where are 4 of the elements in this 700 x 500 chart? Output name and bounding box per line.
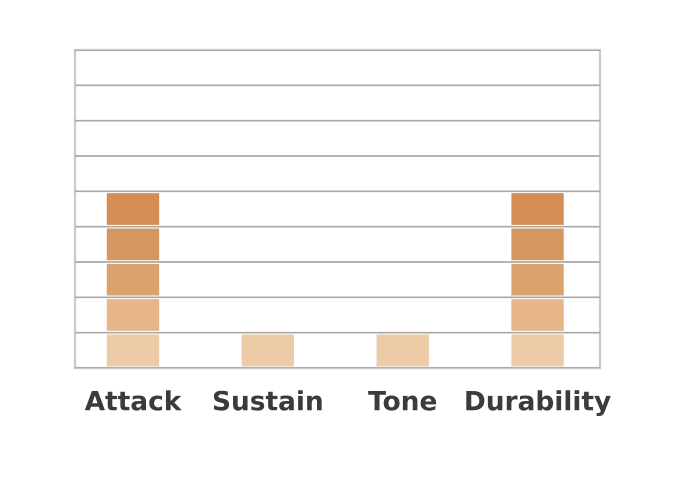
x-tick-label: Tone <box>368 391 436 411</box>
x-tick-label: Sustain <box>214 390 322 411</box>
x-tick-label: Attack <box>84 390 182 411</box>
x-tick-label: Durability <box>466 390 611 416</box>
